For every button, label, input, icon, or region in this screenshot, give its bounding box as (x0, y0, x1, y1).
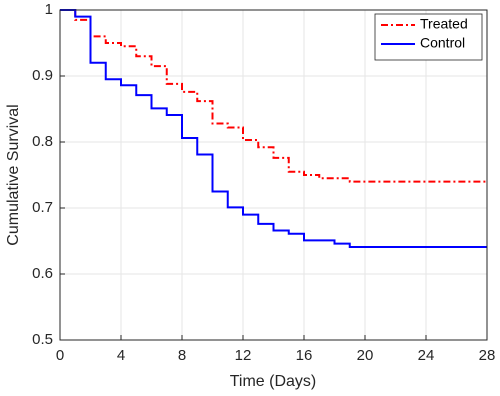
x-tick-label: 4 (117, 347, 125, 364)
survival-line (60, 9, 487, 248)
survival-line (60, 9, 487, 183)
legend-label: Treated (420, 16, 468, 32)
y-tick-label: 0.7 (32, 199, 53, 216)
x-tick-label: 24 (418, 347, 435, 364)
plot-area (60, 10, 487, 340)
legend-label: Control (420, 35, 465, 51)
y-tick-label: 0.9 (32, 67, 53, 84)
x-tick-label: 8 (178, 347, 186, 364)
y-tick-label: 1 (45, 1, 53, 18)
y-tick-label: 0.6 (32, 265, 53, 282)
y-axis-label: Cumulative Survival (5, 104, 22, 245)
x-axis-label: Time (Days) (230, 373, 317, 390)
legend-box (374, 13, 483, 61)
x-tick-label: 28 (479, 347, 496, 364)
x-tick-label: 16 (296, 347, 313, 364)
x-tick-label: 12 (235, 347, 252, 364)
x-tick-label: 20 (357, 347, 374, 364)
y-tick-label: 0.5 (32, 331, 53, 348)
y-tick-label: 0.8 (32, 133, 53, 150)
x-tick-label: 0 (56, 347, 64, 364)
axes-box (59, 9, 488, 341)
